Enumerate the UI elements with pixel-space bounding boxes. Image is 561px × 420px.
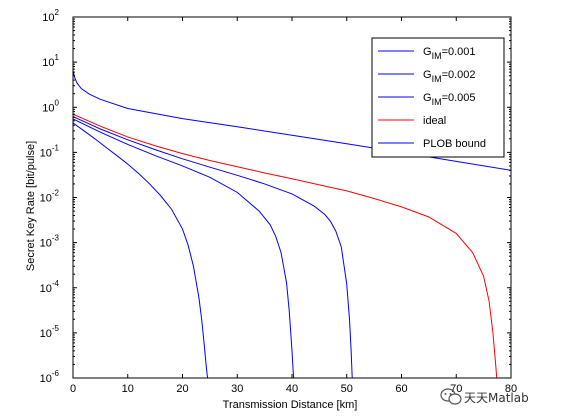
watermark: 天天Matlab	[440, 388, 529, 405]
legend-label: GIM=0.005	[423, 92, 476, 107]
y-tick-label: 10-6	[40, 369, 60, 385]
y-tick-label: 100	[42, 98, 59, 114]
y-tick-label: 10-5	[40, 324, 60, 340]
legend-label: ideal	[423, 115, 446, 127]
x-tick-label: 30	[231, 383, 243, 395]
series-line-1	[73, 118, 295, 378]
y-axis-label: Secret Key Rate [bit/pulse]	[25, 141, 37, 271]
legend-label: GIM=0.001	[423, 46, 476, 61]
legend-label: PLOB bound	[423, 138, 486, 150]
x-tick-label: 20	[176, 383, 188, 395]
y-tick-label: 102	[42, 8, 59, 24]
y-tick-label: 10-4	[40, 279, 60, 295]
series-line-3	[73, 113, 498, 378]
x-tick-label: 70	[450, 383, 462, 395]
y-tick-label: 10-1	[40, 143, 60, 159]
x-tick-label: 80	[505, 383, 517, 395]
x-axis-label: Transmission Distance [km]	[223, 399, 358, 411]
y-tick-label: 101	[42, 53, 59, 69]
wechat-icon	[440, 388, 462, 405]
watermark-text: 天天Matlab	[464, 391, 529, 405]
x-tick-label: 40	[286, 383, 298, 395]
x-tick-label: 50	[341, 383, 353, 395]
y-tick-label: 10-2	[40, 189, 60, 205]
x-tick-label: 10	[122, 383, 134, 395]
series-line-2	[73, 116, 353, 378]
y-tick-label: 10-3	[40, 234, 60, 250]
legend-label: GIM=0.002	[423, 69, 476, 84]
series-line-0	[73, 122, 209, 378]
x-tick-label: 60	[395, 383, 407, 395]
x-tick-label: 0	[70, 383, 76, 395]
